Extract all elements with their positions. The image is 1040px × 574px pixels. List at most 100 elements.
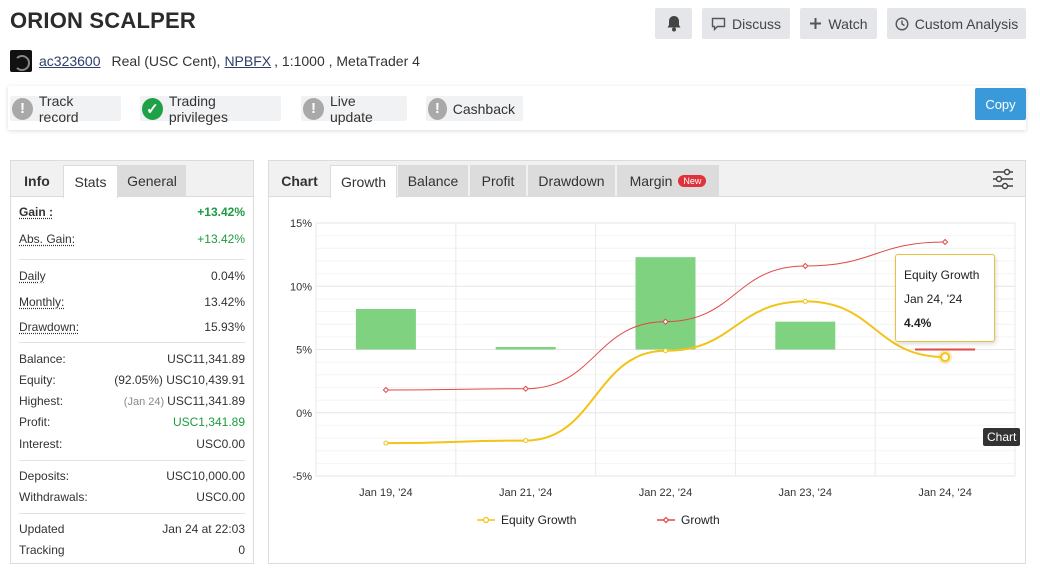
divider: [19, 259, 245, 260]
interest-row: Interest: USC0.00: [19, 437, 245, 451]
track-record-badge[interactable]: ! Track record: [10, 93, 121, 125]
tracking-label: Tracking: [19, 543, 65, 557]
trading-privileges-label: Trading privileges: [168, 92, 228, 125]
discuss-label: Discuss: [731, 15, 781, 32]
clock-icon: [895, 16, 909, 31]
y-tick-label: -5%: [292, 471, 312, 483]
account-type: Real (USC Cent),: [111, 53, 221, 69]
gain-row: Gain : +13.42%: [19, 205, 245, 219]
data-point: [522, 385, 529, 392]
tab-balance[interactable]: Balance: [398, 165, 468, 197]
deposits-row: Deposits: USC10,000.00: [19, 469, 245, 483]
monthly-label: Monthly:: [19, 295, 65, 309]
legend-growth[interactable]: Growth: [657, 513, 720, 527]
abs-gain-label: Abs. Gain:: [19, 232, 76, 246]
deposits-value: USC10,000.00: [166, 469, 245, 483]
live-update-badge[interactable]: ! Live update: [301, 93, 407, 125]
data-point: [662, 318, 669, 325]
y-tick-label: 0%: [296, 408, 312, 420]
highest-label: Highest:: [19, 394, 64, 408]
cashback-label: Cashback: [452, 100, 515, 117]
x-tick-label: Jan 23, '24: [779, 487, 832, 499]
highest-value: USC11,341.89: [167, 394, 245, 408]
bar: [355, 309, 416, 350]
withdrawals-value: USC0.00: [196, 490, 245, 504]
data-point: [941, 238, 949, 246]
custom-analysis-label: Custom Analysis: [914, 15, 1019, 32]
highest-row: Highest: (Jan 24) USC11,341.89: [19, 394, 245, 408]
gain-value: +13.42%: [197, 205, 245, 219]
bar: [915, 348, 976, 351]
account-id-link[interactable]: ac323600: [39, 53, 101, 69]
tab-growth[interactable]: Growth: [330, 165, 397, 198]
avatar: [10, 50, 32, 72]
tab-stats[interactable]: Stats: [63, 165, 118, 198]
check-icon: ✓: [142, 97, 163, 120]
broker-link[interactable]: NPBFX: [224, 53, 272, 69]
legend-line-icon: [657, 516, 675, 524]
data-point: [802, 262, 809, 270]
data-point: [523, 438, 529, 444]
track-record-label: Track record: [38, 92, 79, 125]
daily-row: Daily 0.04%: [19, 269, 245, 283]
x-tick-label: Jan 24, '24: [918, 487, 971, 499]
drawdown-row: Drawdown: 15.93%: [19, 320, 245, 334]
balance-label: Balance:: [19, 352, 66, 366]
tab-margin[interactable]: Margin New: [617, 165, 719, 197]
bar: [775, 321, 836, 350]
y-tick-label: 5%: [296, 345, 312, 357]
profit-label: Profit:: [19, 415, 51, 429]
settings-sliders-icon[interactable]: [991, 168, 1015, 190]
exclamation-icon: !: [303, 97, 324, 120]
x-tick-label: Jan 21, '24: [499, 487, 552, 499]
monthly-value: 13.42%: [204, 295, 245, 309]
drawdown-value: 15.93%: [204, 320, 245, 334]
divider: [19, 513, 245, 514]
copy-button[interactable]: Copy: [975, 88, 1026, 120]
tooltip-title: Equity Growth: [904, 268, 980, 282]
tab-info[interactable]: Info: [24, 173, 50, 189]
x-tick-label: Jan 22, '24: [639, 487, 692, 499]
withdrawals-label: Withdrawals:: [19, 490, 88, 504]
data-point: [382, 386, 390, 394]
equity-label: Equity:: [19, 373, 56, 387]
deposits-label: Deposits:: [19, 469, 70, 483]
divider: [19, 342, 245, 343]
chart-badge: Chart: [983, 428, 1021, 446]
withdrawals-row: Withdrawals: USC0.00: [19, 490, 245, 504]
y-tick-label: 15%: [290, 218, 312, 230]
discuss-button[interactable]: Discuss: [702, 8, 790, 39]
cashback-badge[interactable]: ! Cashback: [426, 96, 523, 121]
monthly-row: Monthly: 13.42%: [19, 295, 245, 309]
bar: [635, 257, 696, 350]
tracking-value: 0: [238, 543, 245, 557]
watch-label: Watch: [828, 15, 868, 32]
notification-button[interactable]: [655, 8, 692, 39]
trading-privileges-badge[interactable]: ✓ Trading privileges: [140, 93, 281, 125]
gain-label: Gain :: [19, 205, 54, 219]
equity-percent: (92.05%): [114, 373, 163, 387]
equity-value: USC10,439.91: [166, 373, 245, 387]
daily-value: 0.04%: [210, 269, 245, 283]
tab-chart[interactable]: Chart: [281, 173, 318, 189]
tab-general[interactable]: General: [118, 165, 186, 197]
tab-profit[interactable]: Profit: [470, 165, 526, 197]
drawdown-label: Drawdown:: [19, 320, 80, 334]
growth-chart[interactable]: 15% 10% 5% 0% -5% Jan 19, '24 Jan 21, '24 Jan 2…: [269, 197, 1026, 502]
equity-row: Equity: (92.05%) USC10,439.91: [19, 373, 245, 387]
account-details: , 1:1000 , MetaTrader 4: [274, 53, 420, 69]
interest-label: Interest:: [19, 437, 63, 451]
data-point: [940, 352, 951, 363]
data-point: [663, 348, 668, 354]
watch-button[interactable]: Watch: [800, 8, 877, 39]
bar: [495, 346, 556, 350]
legend-equity-growth[interactable]: Equity Growth: [477, 513, 576, 527]
stats-panel: Info Stats General Gain : +13.42% Abs. G…: [10, 160, 254, 564]
bell-icon: [667, 16, 680, 32]
comment-icon: [711, 17, 726, 31]
highest-date: (Jan 24): [123, 396, 165, 408]
tab-drawdown[interactable]: Drawdown: [528, 165, 615, 197]
y-tick-label: 10%: [290, 281, 312, 293]
custom-analysis-button[interactable]: Custom Analysis: [887, 8, 1026, 39]
new-badge: New: [678, 175, 707, 187]
